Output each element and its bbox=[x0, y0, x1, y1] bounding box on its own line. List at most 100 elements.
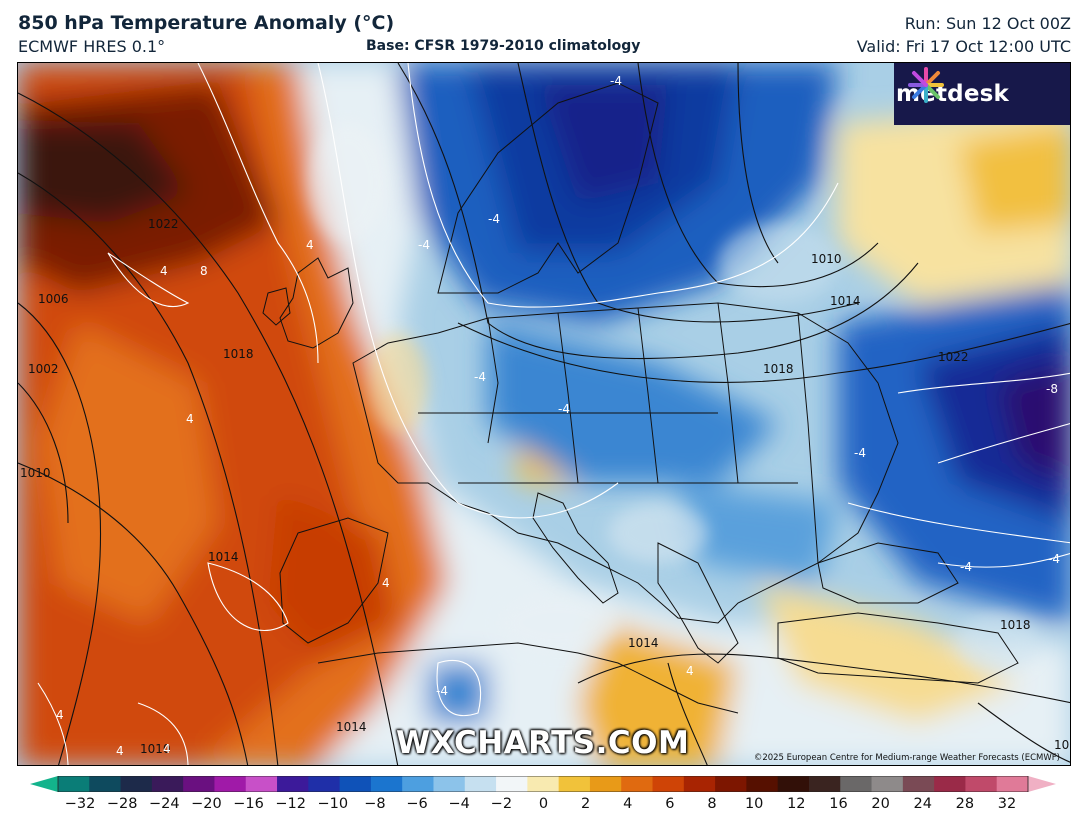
copyright-text: ©2025 European Centre for Medium-range W… bbox=[753, 753, 1060, 763]
anomaly-label: 4 bbox=[382, 576, 390, 590]
isobar-label: 1014 bbox=[830, 294, 861, 308]
isobar-label: 1014 bbox=[628, 636, 659, 650]
colorbar-segment bbox=[183, 776, 216, 792]
wxcharts-watermark: WXCHARTS.COM bbox=[396, 725, 690, 761]
colorbar-tick-label: −4 bbox=[448, 796, 470, 812]
anomaly-label: -4 bbox=[1048, 552, 1060, 566]
colorbar-segment bbox=[621, 776, 654, 792]
colorbar-tick-label: −20 bbox=[191, 796, 222, 812]
colorbar-tick-label: 28 bbox=[955, 796, 975, 812]
colorbar-ticks: −32 −28 −24 −20 −16 −12 −10 −8 −6 −4 −2 0 2 4 6 8 10 12 16… bbox=[0, 796, 1088, 820]
colorbar-segment bbox=[496, 776, 528, 792]
colorbar-segment bbox=[808, 776, 841, 792]
isobar-label: 1022 bbox=[148, 217, 179, 231]
colorbar-segment bbox=[277, 776, 309, 792]
isobar-label: 1014 bbox=[336, 720, 367, 734]
colorbar-tick-label: 12 bbox=[787, 796, 806, 812]
chart-title: 850 hPa Temperature Anomaly (°C) bbox=[18, 12, 395, 34]
colorbar-tick-label: −2 bbox=[490, 796, 513, 812]
colorbar-tick-label: 6 bbox=[665, 796, 675, 812]
anomaly-label: -4 bbox=[854, 446, 866, 460]
colorbar-segment bbox=[58, 776, 90, 792]
colorbar-tick-label: −12 bbox=[275, 796, 306, 812]
isobar-label: 1018 bbox=[223, 347, 254, 361]
anomaly-label: 4 bbox=[306, 238, 314, 252]
anomaly-label: -4 bbox=[474, 370, 486, 384]
anomaly-label: -4 bbox=[488, 212, 500, 226]
colorbar-segment bbox=[370, 776, 403, 792]
colorbar-tick-label: 32 bbox=[997, 796, 1017, 812]
map-canvas: 1006 1002 1010 1014 1018 1022 1010 1014 … bbox=[18, 63, 1071, 765]
isobar-label: 1010 bbox=[811, 252, 842, 266]
colorbar-segment bbox=[433, 776, 466, 792]
colorbar-tick-label: −16 bbox=[233, 796, 264, 812]
colorbar-tick-label: −24 bbox=[148, 796, 180, 812]
colorbar-tick-label: 0 bbox=[538, 796, 549, 812]
colorbar-tick-label: 16 bbox=[829, 796, 848, 812]
isobar-label: 1018 bbox=[1000, 618, 1031, 632]
run-time: Run: Sun 12 Oct 00Z bbox=[904, 14, 1071, 33]
anomaly-label: -8 bbox=[1046, 382, 1058, 396]
header: 850 hPa Temperature Anomaly (°C) ECMWF H… bbox=[0, 0, 1088, 62]
colorbar-tick-label: 24 bbox=[913, 796, 932, 812]
isobar-label: 1002 bbox=[28, 362, 59, 376]
colorbar-segment bbox=[902, 776, 935, 792]
isobar-label: 1014 bbox=[208, 550, 239, 564]
anomaly-label: 4 bbox=[56, 708, 64, 722]
colorbar-tick-label: 10 bbox=[744, 796, 764, 812]
colorbar-segment bbox=[308, 776, 341, 792]
anomaly-label: -4 bbox=[558, 402, 570, 416]
colorbar-segment bbox=[871, 776, 904, 792]
anomaly-label: 4 bbox=[186, 412, 194, 426]
colorbar-segment bbox=[245, 776, 278, 792]
colorbar-tick-label: 2 bbox=[581, 796, 591, 812]
colorbar-tick-label: −28 bbox=[106, 796, 138, 812]
isobar-label: 1022 bbox=[938, 350, 969, 364]
colorbar-segment bbox=[683, 776, 716, 792]
anomaly-map[interactable]: 1006 1002 1010 1014 1018 1022 1010 1014 … bbox=[17, 62, 1071, 766]
anomaly-label: -4 bbox=[960, 560, 972, 574]
isobar-label: 1014 bbox=[1054, 738, 1071, 752]
anomaly-label: 4 bbox=[686, 664, 694, 678]
colorbar-tick-label: 4 bbox=[623, 796, 633, 812]
colorbar-segment bbox=[652, 776, 685, 792]
anomaly-label: 4 bbox=[163, 742, 171, 756]
anomaly-label: -4 bbox=[610, 74, 622, 88]
colorbar bbox=[30, 776, 1056, 792]
metdesk-logo-mark-icon bbox=[908, 67, 944, 103]
colorbar-segment bbox=[715, 776, 747, 792]
colorbar-min-arrow bbox=[30, 776, 58, 792]
model-name: ECMWF HRES 0.1° bbox=[18, 37, 166, 56]
colorbar-tick-label: −6 bbox=[406, 796, 428, 812]
colorbar-segment bbox=[558, 776, 591, 792]
colorbar-tick-label: −8 bbox=[364, 796, 386, 812]
colorbar-segment bbox=[89, 776, 122, 792]
climatology-base: Base: CFSR 1979-2010 climatology bbox=[366, 38, 641, 54]
colorbar-tick-label: −10 bbox=[317, 796, 349, 812]
colorbar-segment bbox=[840, 776, 873, 792]
colorbar-segment bbox=[120, 776, 153, 792]
anomaly-label: -4 bbox=[418, 238, 430, 252]
metdesk-logo: metdesk bbox=[894, 63, 1070, 125]
isobar-label: 1010 bbox=[20, 466, 51, 480]
anomaly-label: 4 bbox=[116, 744, 124, 758]
anomaly-label: 4 bbox=[160, 264, 168, 278]
colorbar-tick-label: −32 bbox=[64, 796, 96, 812]
colorbar-segment bbox=[996, 776, 1029, 792]
isobar-label: 1010 bbox=[140, 742, 171, 756]
colorbar-segment bbox=[589, 776, 622, 792]
colorbar-segment bbox=[151, 776, 184, 792]
colorbar-segment bbox=[777, 776, 810, 792]
colorbar-segment bbox=[965, 776, 998, 792]
colorbar-max-arrow bbox=[1028, 776, 1056, 792]
colorbar-tick-label: 20 bbox=[871, 796, 890, 812]
anomaly-label: -4 bbox=[436, 684, 448, 698]
colorbar-tick-label: 8 bbox=[707, 796, 717, 812]
colorbar-segment bbox=[464, 776, 497, 792]
colorbar-segment bbox=[527, 776, 560, 792]
colorbar-segment bbox=[214, 776, 247, 792]
valid-time: Valid: Fri 17 Oct 12:00 UTC bbox=[856, 37, 1071, 56]
colorbar-segment bbox=[339, 776, 372, 792]
colorbar-segment bbox=[746, 776, 779, 792]
colorbar-segment bbox=[934, 776, 967, 792]
